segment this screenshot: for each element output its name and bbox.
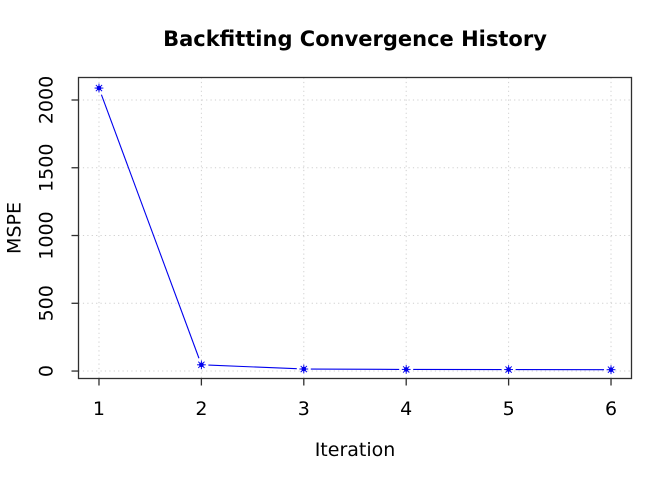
data-point-marker	[94, 83, 104, 93]
y-tick-label: 0	[36, 365, 58, 377]
data-point-marker	[606, 365, 616, 375]
x-tick-label: 6	[605, 398, 617, 420]
plot-box	[77, 76, 633, 380]
data-point-marker	[401, 365, 411, 374]
y-tick-label: 500	[36, 285, 58, 321]
series-line-segment	[100, 94, 200, 359]
marker-dot	[301, 366, 307, 372]
marker-dot	[199, 362, 204, 368]
x-tick-label: 3	[298, 398, 310, 420]
series-line-segment	[208, 364, 297, 370]
chart-title: Backfitting Convergence History	[163, 27, 547, 51]
y-tick-label: 2000	[36, 76, 58, 124]
marker-dot	[96, 85, 102, 91]
y-axis-label: MSPE	[4, 202, 26, 254]
gridlines-group	[78, 77, 632, 379]
marker-dot	[403, 367, 409, 372]
y-tick-label: 1500	[36, 144, 58, 192]
x-tick-label: 5	[503, 398, 515, 420]
marker-dot	[608, 367, 614, 372]
x-tick-label: 4	[400, 398, 412, 420]
y-tick-label: 1000	[36, 211, 58, 259]
x-tick-label: 1	[93, 398, 105, 420]
data-point-marker	[196, 360, 206, 370]
data-series-group	[94, 83, 616, 375]
axes-group: 0 500 1000 1500 2000 1 2 3 4 5 6	[36, 76, 617, 420]
data-point-marker	[299, 364, 309, 374]
marker-dot	[506, 367, 511, 372]
data-point-marker	[504, 365, 514, 374]
x-axis-label: Iteration	[315, 439, 396, 461]
x-tick-label: 2	[195, 398, 207, 420]
